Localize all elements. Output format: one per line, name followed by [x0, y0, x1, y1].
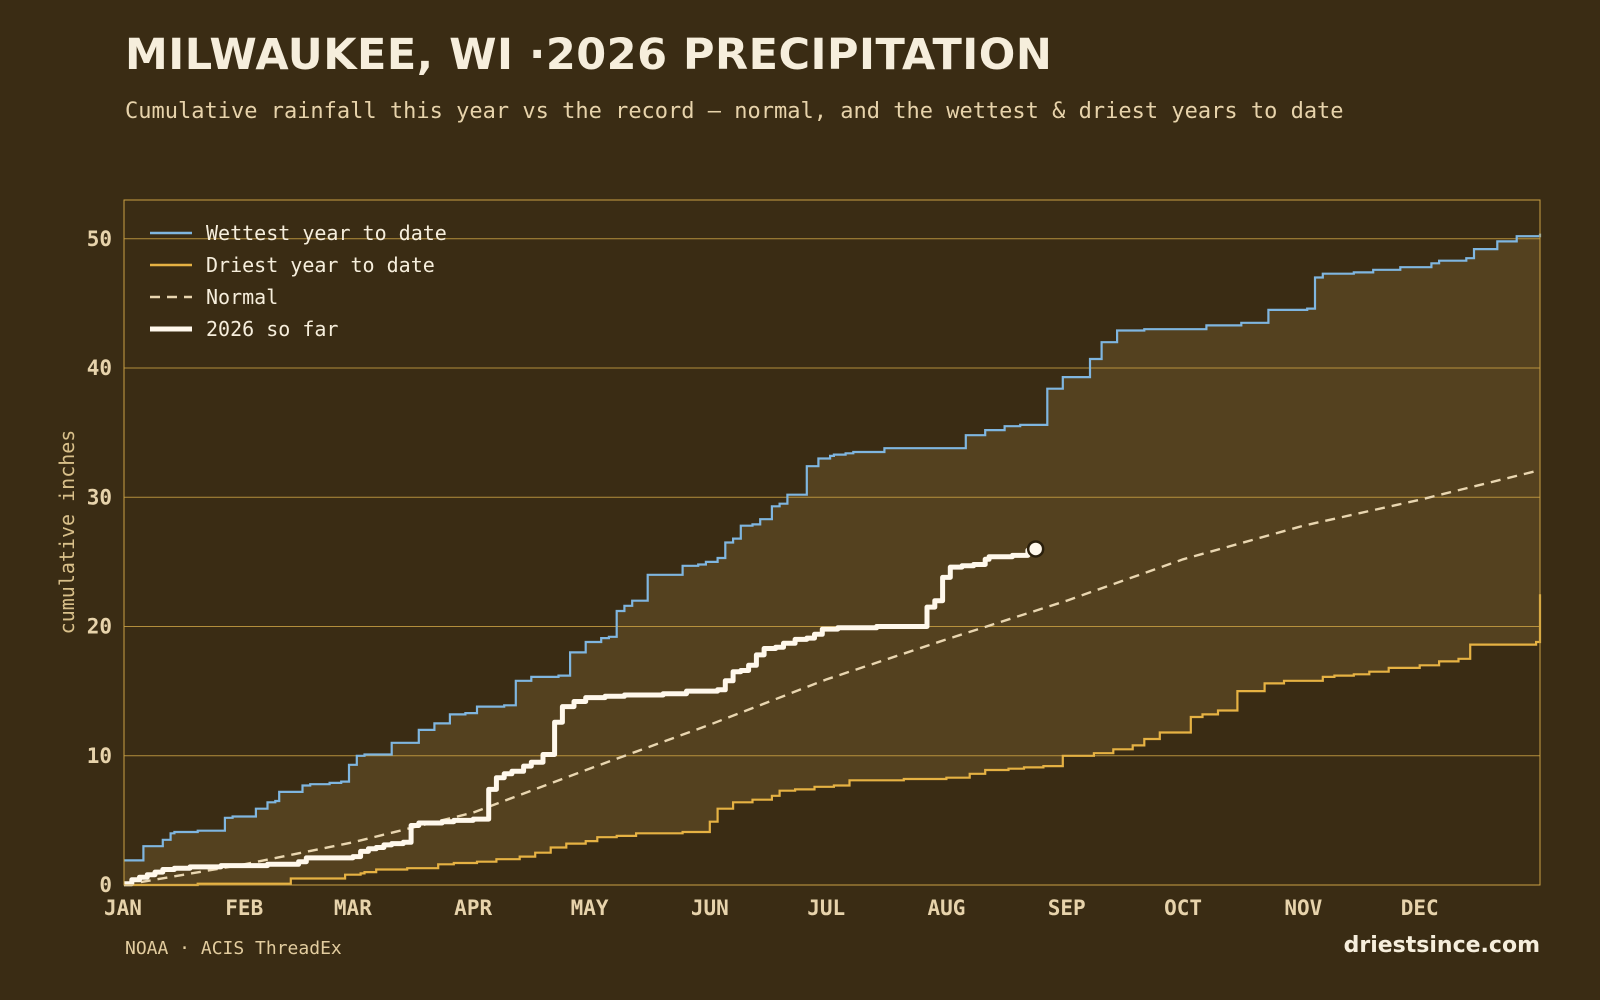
- y-tick-label: 20: [87, 615, 112, 639]
- plot-frame: [123, 199, 1541, 886]
- series-normal-line: [123, 468, 1541, 887]
- x-tick-label: APR: [454, 896, 492, 920]
- y-tick-label: 50: [87, 227, 112, 251]
- y-tick-label: 10: [87, 744, 112, 768]
- series-wettest-line: [124, 233, 1542, 862]
- x-tick-label: JUL: [807, 896, 845, 920]
- x-tick-label: FEB: [225, 896, 263, 920]
- grid-lines: [124, 238, 1540, 757]
- series-driest-line: [124, 594, 1542, 887]
- y-tick-label: 40: [87, 356, 112, 380]
- x-tick-label: DEC: [1401, 896, 1439, 920]
- brand-link[interactable]: driestsince.com: [1343, 933, 1540, 958]
- chart-title: MILWAUKEE, WI ·2026 PRECIPITATION: [125, 30, 1053, 80]
- x-tick-label: NOV: [1284, 896, 1322, 920]
- x-tick-label: AUG: [927, 896, 965, 920]
- y-axis-label: cumulative inches: [55, 430, 79, 635]
- y-tick-label: 0: [99, 873, 112, 897]
- legend-label: 2026 so far: [206, 317, 338, 341]
- x-tick-label: MAR: [334, 896, 372, 920]
- x-tick-label: SEP: [1048, 896, 1086, 920]
- x-tick-label: OCT: [1164, 896, 1202, 920]
- record-band-fill: [124, 233, 1540, 886]
- legend-label: Driest year to date: [206, 253, 435, 277]
- current-endpoint-marker: [1026, 540, 1045, 558]
- x-tick-label: MAY: [571, 896, 609, 920]
- legend: Wettest year to date Driest year to date N…: [150, 221, 447, 341]
- data-source: NOAA · ACIS ThreadEx: [125, 938, 342, 959]
- series-current-line: [124, 547, 1039, 887]
- x-tick-label: JUN: [691, 896, 729, 920]
- x-tick-label: JAN: [104, 896, 142, 920]
- record-band: [124, 233, 1540, 886]
- series-lines: [123, 233, 1542, 887]
- legend-label: Normal: [206, 285, 278, 309]
- chart-subtitle: Cumulative rainfall this year vs the rec…: [125, 99, 1344, 124]
- legend-label: Wettest year to date: [206, 221, 447, 245]
- y-tick-label: 30: [87, 485, 112, 509]
- axes: 0 10 20 30 40 50 JAN FEB MAR APR MAY JUN JUL AUG SEP OC…: [87, 199, 1541, 920]
